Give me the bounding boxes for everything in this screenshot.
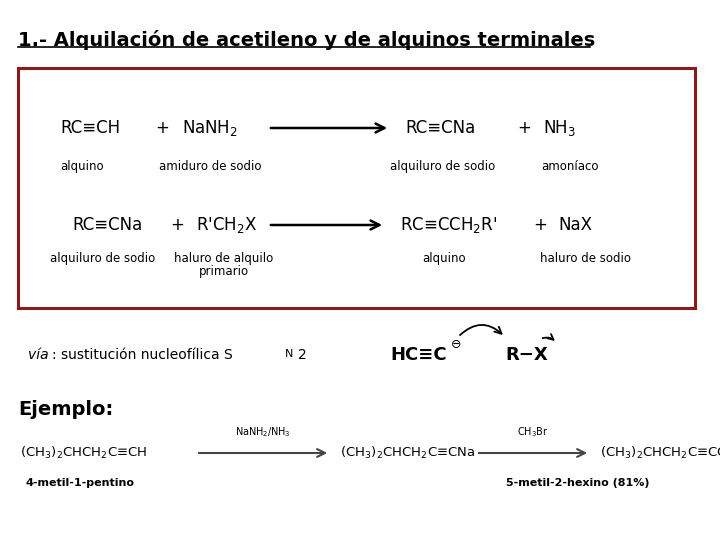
Text: : sustitución nucleofílica S: : sustitución nucleofílica S [52, 348, 233, 362]
Text: 4-metil-1-pentino: 4-metil-1-pentino [25, 478, 135, 488]
Text: RC≡CNa: RC≡CNa [72, 216, 143, 234]
Text: ⊖: ⊖ [451, 339, 462, 352]
Text: NaNH$_2$/NH$_3$: NaNH$_2$/NH$_3$ [235, 425, 291, 439]
Text: (CH$_3$)$_2$CHCH$_2$C≡CCH$_3$: (CH$_3$)$_2$CHCH$_2$C≡CCH$_3$ [600, 445, 720, 461]
Text: (CH$_3$)$_2$CHCH$_2$C≡CNa: (CH$_3$)$_2$CHCH$_2$C≡CNa [340, 445, 475, 461]
Text: alquiluro de sodio: alquiluro de sodio [50, 252, 156, 265]
Text: +: + [533, 216, 547, 234]
Text: alquino: alquino [422, 252, 466, 265]
Text: 2: 2 [298, 348, 307, 362]
Text: NH$_3$: NH$_3$ [543, 118, 576, 138]
Text: amiduro de sodio: amiduro de sodio [158, 160, 261, 173]
Text: RC≡CCH$_2$R': RC≡CCH$_2$R' [400, 215, 498, 235]
Text: amoníaco: amoníaco [541, 160, 599, 173]
Text: 5-metil-2-hexino (81%): 5-metil-2-hexino (81%) [506, 478, 650, 488]
Text: Ejemplo:: Ejemplo: [18, 400, 113, 419]
Text: +: + [170, 216, 184, 234]
Text: R'CH$_2$X: R'CH$_2$X [196, 215, 257, 235]
Text: N: N [285, 349, 293, 359]
Text: NaX: NaX [558, 216, 592, 234]
FancyArrowPatch shape [543, 334, 554, 340]
Text: NaNH$_2$: NaNH$_2$ [182, 118, 238, 138]
Text: primario: primario [199, 265, 249, 278]
Text: +: + [155, 119, 169, 137]
FancyArrowPatch shape [460, 325, 502, 335]
Text: R−X: R−X [505, 346, 548, 364]
Text: (CH$_3$)$_2$CHCH$_2$C≡CH: (CH$_3$)$_2$CHCH$_2$C≡CH [20, 445, 148, 461]
Text: alquino: alquino [60, 160, 104, 173]
Text: 1.- Alquilación de acetileno y de alquinos terminales: 1.- Alquilación de acetileno y de alquin… [18, 30, 595, 50]
Text: haluro de sodio: haluro de sodio [539, 252, 631, 265]
Text: +: + [517, 119, 531, 137]
Bar [18, 68, 695, 308]
Text: RC≡CNa: RC≡CNa [405, 119, 475, 137]
Text: HC≡C: HC≡C [390, 346, 446, 364]
Text: vía: vía [28, 348, 49, 362]
Text: haluro de alquilo: haluro de alquilo [174, 252, 274, 265]
Text: RC≡CH: RC≡CH [60, 119, 120, 137]
Text: alquiluro de sodio: alquiluro de sodio [390, 160, 495, 173]
Text: CH$_3$Br: CH$_3$Br [517, 425, 549, 439]
